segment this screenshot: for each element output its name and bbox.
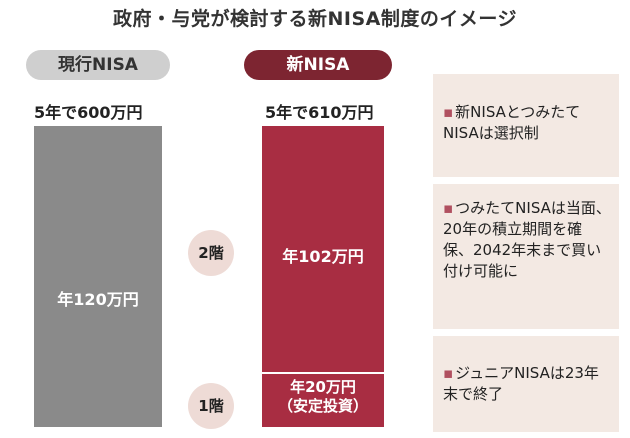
note-box: ▪ 新NISAとつみたてNISAは選択制 bbox=[433, 74, 619, 177]
floor2-amount: 年102万円 bbox=[282, 247, 364, 266]
diagram-title: 政府・与党が検討する新NISA制度のイメージ bbox=[113, 8, 517, 30]
current-nisa-bar: 年120万円 bbox=[34, 126, 162, 427]
current-nisa-annual: 年120万円 bbox=[57, 290, 139, 309]
note-text: 新NISAとつみたてNISAは選択制 bbox=[443, 103, 581, 142]
floor2-tag: 2階 bbox=[188, 230, 234, 276]
current-nisa-label: 現行NISA bbox=[26, 50, 170, 80]
note-text: つみたてNISAは当面、20年の積立期間を確保、2042年末まで買い付け可能に bbox=[443, 199, 611, 280]
floor1-tag: 1階 bbox=[188, 383, 234, 429]
new-nisa-floor2-bar: 年102万円 bbox=[262, 126, 384, 372]
new-nisa-floor1-bar: 年20万円 （安定投資） bbox=[262, 374, 384, 427]
bullet-icon: ▪ bbox=[443, 364, 454, 382]
floor1-amount-block: 年20万円 （安定投資） bbox=[262, 378, 384, 416]
bullet-icon: ▪ bbox=[443, 199, 454, 217]
note-text: ジュニアNISAは23年末で終了 bbox=[443, 364, 599, 403]
new-nisa-label: 新NISA bbox=[244, 50, 392, 80]
new-nisa-total: 5年で610万円 bbox=[265, 103, 374, 122]
bullet-icon: ▪ bbox=[443, 103, 454, 121]
floor1-note: （安定投資） bbox=[277, 397, 368, 415]
current-nisa-total: 5年で600万円 bbox=[34, 103, 143, 122]
floor1-amount: 年20万円 bbox=[290, 378, 356, 396]
note-box: ▪ つみたてNISAは当面、20年の積立期間を確保、2042年末まで買い付け可能に bbox=[433, 184, 619, 329]
note-box: ▪ ジュニアNISAは23年末で終了 bbox=[433, 336, 619, 432]
